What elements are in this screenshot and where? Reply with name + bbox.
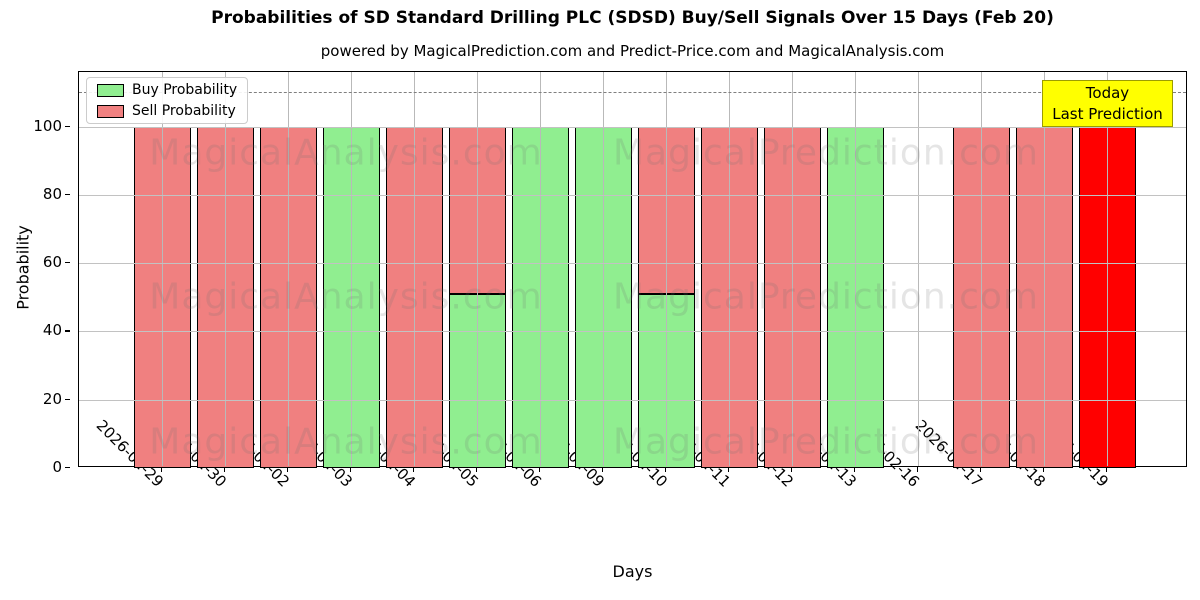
- legend-item-buy: Buy Probability: [97, 82, 247, 98]
- x-gridline: [288, 72, 289, 466]
- x-tick-mark: [791, 467, 793, 472]
- x-tick-mark: [854, 467, 856, 472]
- x-tick-mark: [917, 467, 919, 472]
- y-gridline: [79, 194, 1186, 196]
- y-tick-mark: [65, 262, 70, 264]
- x-gridline: [666, 72, 667, 466]
- x-gridline: [792, 72, 793, 466]
- x-gridline: [981, 72, 982, 466]
- chart-subtitle: powered by MagicalPrediction.com and Pre…: [320, 42, 945, 60]
- buy-swatch-icon: [97, 83, 124, 97]
- today-annotation: Today Last Prediction: [1042, 80, 1173, 127]
- x-tick-mark: [287, 467, 289, 472]
- x-axis-label: Days: [612, 562, 653, 581]
- x-tick-mark: [728, 467, 730, 472]
- legend-label-buy: Buy Probability: [132, 82, 238, 98]
- watermark-text: MagicalPrediction.com: [613, 276, 1039, 318]
- today-threshold-line: [79, 92, 1186, 94]
- x-gridline: [855, 72, 856, 466]
- watermark-text: MagicalPrediction.com: [613, 421, 1039, 463]
- x-gridline: [351, 72, 352, 466]
- y-tick-label: 20: [42, 389, 62, 408]
- y-gridline: [79, 126, 1186, 128]
- legend-label-sell: Sell Probability: [132, 103, 236, 119]
- y-tick-label: 80: [42, 184, 62, 203]
- y-ticks: 0 20 40 60 80 100: [0, 71, 70, 476]
- x-tick-mark: [665, 467, 667, 472]
- x-gridline: [918, 72, 919, 466]
- y-tick-mark: [65, 467, 70, 469]
- x-gridline: [162, 72, 163, 466]
- x-gridline: [540, 72, 541, 466]
- watermark-text: MagicalAnalysis.com: [149, 421, 543, 463]
- y-gridline: [79, 331, 1186, 333]
- x-gridline: [1044, 72, 1045, 466]
- x-tick-mark: [476, 467, 478, 472]
- y-gridline: [79, 399, 1186, 401]
- y-tick-mark: [65, 398, 70, 400]
- y-tick-label: 40: [42, 321, 62, 340]
- x-tick-mark: [224, 467, 226, 472]
- plot-area: MagicalAnalysis.com MagicalPrediction.com…: [78, 71, 1187, 468]
- x-gridline: [603, 72, 604, 466]
- chart-title: Probabilities of SD Standard Drilling PL…: [211, 8, 1054, 28]
- x-gridline: [1107, 72, 1108, 466]
- watermark-text: MagicalPrediction.com: [613, 132, 1039, 174]
- x-tick-mark: [161, 467, 163, 472]
- y-tick-mark: [65, 193, 70, 196]
- y-tick-mark: [65, 125, 70, 127]
- x-tick-mark: [1106, 467, 1108, 472]
- y-tick-label: 100: [33, 116, 62, 135]
- x-tick-mark: [413, 467, 415, 472]
- legend-item-sell: Sell Probability: [97, 103, 247, 119]
- x-tick-mark: [350, 467, 352, 472]
- y-gridline: [79, 263, 1186, 265]
- x-tick-mark: [980, 467, 982, 472]
- x-tick-mark: [1043, 467, 1045, 472]
- legend: Buy Probability Sell Probability: [86, 77, 248, 124]
- sell-swatch-icon: [97, 104, 124, 118]
- today-annotation-line1: Today: [1085, 84, 1130, 103]
- x-gridline: [414, 72, 415, 466]
- x-gridline: [477, 72, 478, 466]
- x-tick-mark: [539, 467, 541, 472]
- y-tick-label: 60: [42, 253, 62, 272]
- watermark-text: MagicalAnalysis.com: [149, 132, 543, 174]
- y-tick-label: 0: [52, 458, 62, 476]
- watermark-text: MagicalAnalysis.com: [149, 276, 543, 318]
- x-tick-mark: [602, 467, 604, 472]
- y-tick-mark: [65, 330, 70, 332]
- today-annotation-line2: Last Prediction: [1052, 104, 1163, 123]
- x-gridline: [729, 72, 730, 466]
- x-gridline: [225, 72, 226, 466]
